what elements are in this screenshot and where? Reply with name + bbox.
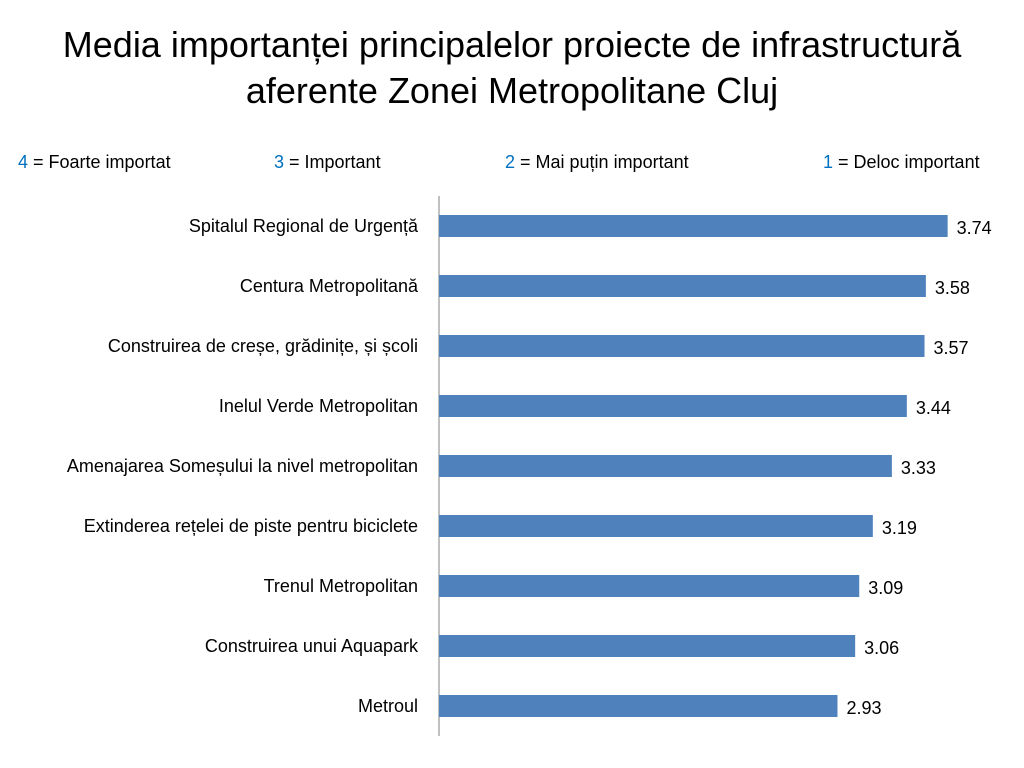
legend-text: = Deloc important xyxy=(833,152,980,172)
legend-text: = Important xyxy=(284,152,381,172)
bar xyxy=(439,395,907,417)
value-label: 3.06 xyxy=(864,638,899,658)
category-label: Trenul Metropolitan xyxy=(264,576,418,596)
legend-item-4: 4 = Foarte importat xyxy=(18,150,171,174)
category-label: Extinderea rețelei de piste pentru bicic… xyxy=(84,516,418,536)
legend-text: = Foarte importat xyxy=(28,152,171,172)
legend-number: 1 xyxy=(823,152,834,172)
bar xyxy=(439,335,925,357)
value-label: 3.44 xyxy=(916,398,951,418)
value-label: 3.58 xyxy=(935,278,970,298)
bar xyxy=(439,455,892,477)
bar xyxy=(439,635,856,657)
category-label: Inelul Verde Metropolitan xyxy=(219,396,418,416)
chart-title-line-2: aferente Zonei Metropolitane Cluj xyxy=(245,70,779,111)
bar xyxy=(439,215,948,237)
chart-title-line-1: Media importanței principalelor proiecte… xyxy=(62,24,962,65)
legend-number: 3 xyxy=(274,152,285,172)
bar xyxy=(439,275,926,297)
category-label: Metroul xyxy=(358,696,418,716)
bar xyxy=(439,695,838,717)
value-label: 3.09 xyxy=(868,578,903,598)
bar xyxy=(439,575,860,597)
category-label: Construirea unui Aquapark xyxy=(205,636,419,656)
value-label: 2.93 xyxy=(846,698,881,718)
value-label: 3.74 xyxy=(957,218,992,238)
legend-number: 2 xyxy=(505,152,516,172)
category-label: Construirea de creșe, grădinițe, și școl… xyxy=(108,336,418,356)
legend-item-3: 3 = Important xyxy=(274,150,381,174)
value-label: 3.33 xyxy=(901,458,936,478)
legend-number: 4 xyxy=(18,152,29,172)
legend-text: = Mai puțin important xyxy=(515,152,689,172)
category-label: Amenajarea Someșului la nivel metropolit… xyxy=(67,456,418,476)
legend-item-2: 2 = Mai puțin important xyxy=(505,150,689,174)
value-label: 3.57 xyxy=(934,338,969,358)
bar xyxy=(439,515,873,537)
legend-item-1: 1 = Deloc important xyxy=(823,150,980,174)
category-label: Centura Metropolitană xyxy=(240,276,419,296)
category-label: Spitalul Regional de Urgență xyxy=(189,216,419,236)
value-label: 3.19 xyxy=(882,518,917,538)
